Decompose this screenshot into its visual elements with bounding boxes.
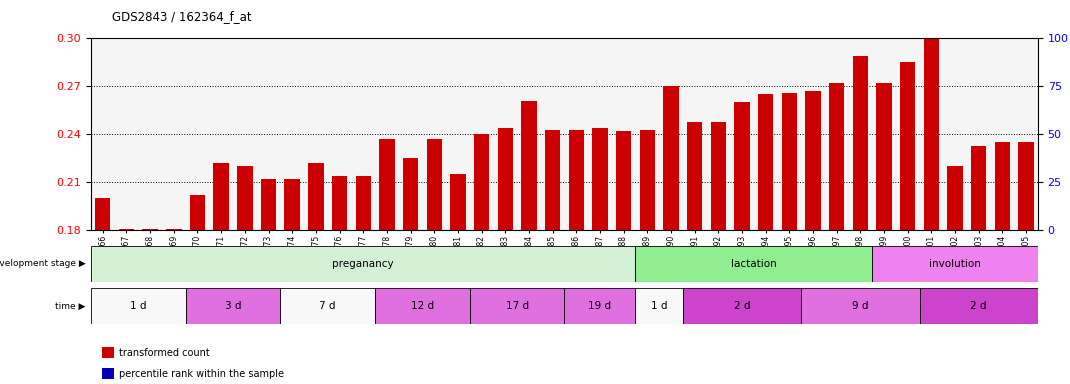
Text: lactation: lactation <box>731 259 777 269</box>
Bar <box>142 229 158 384</box>
Bar <box>95 199 110 384</box>
Bar <box>213 163 229 384</box>
Bar <box>636 288 683 324</box>
Bar <box>758 94 774 384</box>
Bar <box>801 288 919 324</box>
Bar <box>592 128 608 384</box>
Text: 7 d: 7 d <box>320 301 336 311</box>
Bar <box>521 101 537 384</box>
Bar <box>379 139 395 384</box>
Bar <box>806 91 821 384</box>
Text: development stage ▶: development stage ▶ <box>0 260 86 268</box>
Bar <box>640 129 655 384</box>
Bar <box>872 246 1038 282</box>
Bar <box>565 288 636 324</box>
Text: 1 d: 1 d <box>651 301 668 311</box>
Text: percentile rank within the sample: percentile rank within the sample <box>119 369 284 379</box>
Bar <box>427 139 442 384</box>
Text: 19 d: 19 d <box>588 301 611 311</box>
Bar <box>308 163 323 384</box>
Bar <box>545 129 561 384</box>
Bar <box>498 128 513 384</box>
Bar <box>470 288 565 324</box>
Bar <box>781 93 797 384</box>
Bar <box>280 288 374 324</box>
Bar <box>474 134 489 384</box>
Bar <box>568 129 584 384</box>
Bar <box>663 86 678 384</box>
Text: preganancy: preganancy <box>333 259 394 269</box>
Bar <box>923 38 939 384</box>
Bar <box>876 83 891 384</box>
Bar <box>91 288 186 324</box>
Text: 2 d: 2 d <box>970 301 987 311</box>
Text: involution: involution <box>929 259 981 269</box>
Bar <box>332 176 348 384</box>
Bar <box>995 142 1010 384</box>
Text: time ▶: time ▶ <box>56 302 86 311</box>
Text: transformed count: transformed count <box>119 348 210 358</box>
Bar <box>687 122 702 384</box>
Bar <box>616 131 631 384</box>
Bar <box>853 56 868 384</box>
Bar <box>636 246 872 282</box>
Text: 1 d: 1 d <box>131 301 147 311</box>
Bar <box>402 158 418 384</box>
Bar <box>261 179 276 384</box>
Bar <box>970 146 987 384</box>
Text: 9 d: 9 d <box>852 301 869 311</box>
Text: 12 d: 12 d <box>411 301 434 311</box>
Bar <box>285 179 300 384</box>
Bar <box>186 288 280 324</box>
Bar <box>189 195 205 384</box>
Bar <box>238 166 253 384</box>
Bar <box>91 246 636 282</box>
Bar <box>919 288 1038 324</box>
Bar <box>829 83 844 384</box>
Bar <box>374 288 470 324</box>
Text: 17 d: 17 d <box>505 301 529 311</box>
Bar <box>900 63 916 384</box>
Text: GDS2843 / 162364_f_at: GDS2843 / 162364_f_at <box>112 10 251 23</box>
Bar <box>947 166 963 384</box>
Bar <box>355 176 371 384</box>
Bar <box>166 229 182 384</box>
Bar <box>119 229 134 384</box>
Bar <box>734 103 750 384</box>
Bar <box>710 122 727 384</box>
Bar <box>683 288 801 324</box>
Text: 3 d: 3 d <box>225 301 241 311</box>
Bar <box>450 174 465 384</box>
Text: 2 d: 2 d <box>734 301 750 311</box>
Bar <box>1019 142 1034 384</box>
